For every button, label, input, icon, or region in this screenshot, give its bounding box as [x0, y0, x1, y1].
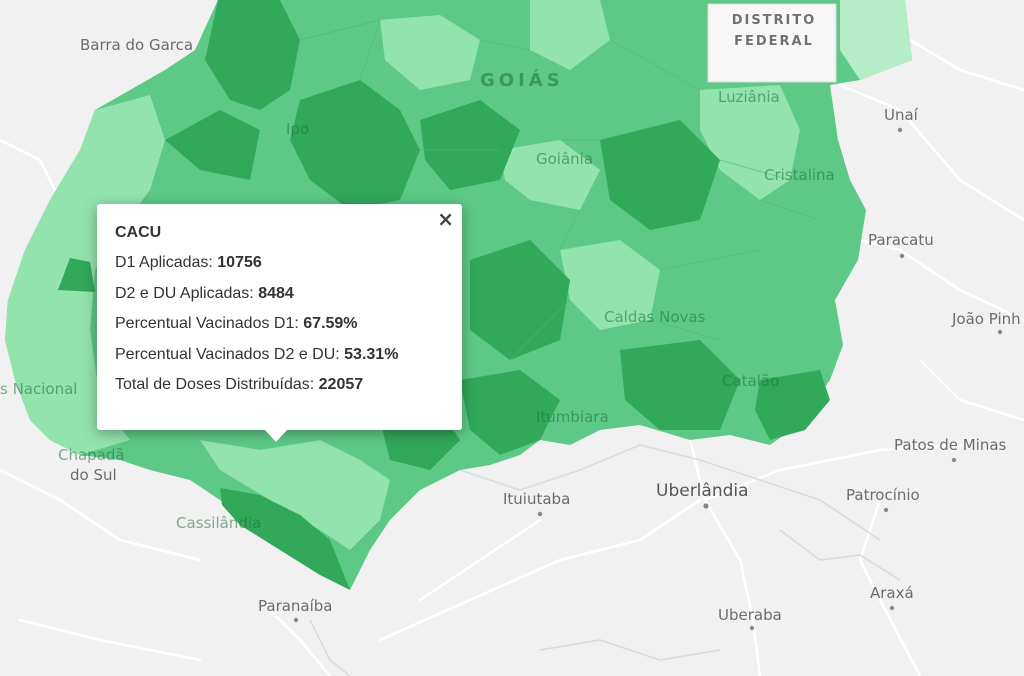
city-label-patos-de-minas: Patos de Minas — [894, 436, 1007, 454]
popup-pct-d1-value: 67.59% — [303, 315, 358, 332]
popup-total-value: 22057 — [318, 376, 364, 393]
city-marker-uberlandia — [703, 503, 709, 509]
region-cacu-highlight — [58, 258, 95, 292]
city-marker-araxa — [889, 605, 895, 611]
region-north-dark — [205, 0, 300, 110]
region-center-light — [500, 140, 600, 210]
municipality-popup: × CACU D1 Aplicadas: 10756 D2 e DU Aplic… — [97, 204, 462, 442]
city-label-catalao: Catalão — [722, 372, 780, 390]
region-center-south-dark — [470, 240, 570, 360]
popup-total-label: Total de Doses Distribuídas: — [115, 376, 319, 393]
city-label-parque-nacional: s Nacional — [0, 380, 78, 398]
city-label-cristalina: Cristalina — [764, 166, 835, 184]
distrito-federal-label-line2: FEDERAL — [734, 34, 814, 49]
region-east-dark — [600, 120, 720, 230]
region-south-light — [200, 440, 390, 550]
popup-title: CACU — [115, 224, 162, 241]
city-label-luziania: Luziânia — [718, 88, 780, 106]
city-label-paranaiba: Paranaíba — [258, 597, 333, 615]
region-north-light — [380, 15, 480, 90]
city-label-ipo: Ipo — [286, 120, 310, 138]
city-marker-patrocinio — [883, 507, 889, 513]
region-central-dark — [290, 80, 420, 210]
city-marker-uberaba — [749, 625, 755, 631]
city-label-araxa: Araxá — [870, 584, 914, 602]
city-label-goiania: Goiânia — [536, 150, 594, 168]
region-cassilandia-dark — [220, 488, 350, 590]
city-marker-paracatu — [899, 253, 905, 259]
distrito-federal-area — [707, 3, 837, 83]
region-goiania-dark — [420, 100, 520, 190]
region-caldas-light — [560, 240, 660, 330]
popup-pct-d2-value: 53.31% — [344, 345, 399, 363]
popup-pct-d1-label: Percentual Vacinados D1: — [115, 315, 304, 332]
region-df-surroundings-light — [840, 0, 912, 80]
region-northwest-dark — [165, 110, 260, 180]
city-label-patrocinio: Patrocínio — [846, 486, 920, 504]
river-network — [309, 444, 901, 676]
popup-row-total: Total de Doses Distribuídas: 22057 — [115, 375, 444, 395]
distrito-federal-label-line1: DISTRITO — [731, 13, 817, 28]
popup-row-d2: D2 e DU Aplicadas: 8484 — [115, 284, 444, 304]
city-label-unai: Unaí — [884, 106, 918, 124]
region-itumbiara-dark — [460, 370, 560, 455]
city-label-paracatu: Paracatu — [868, 231, 934, 249]
city-label-joao-pinheiro: João Pinh — [952, 310, 1021, 328]
region-northeast-light — [530, 0, 610, 70]
city-label-chapadao-do-sul-line2: do Sul — [70, 466, 117, 484]
popup-tip — [263, 428, 289, 442]
popup-d2-label: D2 e DU Aplicadas: — [115, 284, 259, 302]
popup-row-pct-d2: Percentual Vacinados D2 e DU: 53.31% — [115, 345, 444, 365]
region-southeast-dark — [620, 340, 740, 430]
road-network — [0, 38, 1024, 676]
city-marker-unai — [897, 127, 903, 133]
city-marker-ituiutaba — [537, 511, 543, 517]
city-label-itumbiara: Itumbiara — [536, 408, 609, 426]
distrito-federal-label: DISTRITO FEDERAL — [726, 10, 822, 52]
popup-d1-value: 10756 — [217, 254, 262, 271]
popup-d1-label: D1 Aplicadas: — [115, 254, 218, 271]
close-icon[interactable]: × — [437, 207, 454, 231]
city-label-ituiutaba: Ituiutaba — [503, 490, 571, 508]
city-label-chapadao-do-sul-line1: Chapadã — [58, 446, 125, 464]
city-marker-paranaiba — [293, 617, 299, 623]
popup-row-pct-d1: Percentual Vacinados D1: 67.59% — [115, 314, 444, 334]
city-label-barra-do-garcas: Barra do Garca — [80, 36, 194, 54]
region-catalao-dark — [755, 370, 830, 440]
state-label-goias: GOIÁS — [480, 70, 564, 91]
popup-pct-d2-label: Percentual Vacinados D2 e DU: — [115, 345, 345, 363]
popup-row-d1: D1 Aplicadas: 10756 — [115, 253, 444, 273]
region-east-light — [700, 85, 800, 200]
city-label-cassilandia: Cassilândia — [176, 514, 262, 532]
popup-d2-value: 8484 — [258, 284, 294, 302]
city-marker-joao-pinheiro — [997, 329, 1003, 335]
city-label-uberlandia: Uberlândia — [656, 481, 749, 501]
city-marker-patos-de-minas — [951, 457, 957, 463]
municipality-borders — [299, 19, 821, 361]
city-label-caldas-novas: Caldas Novas — [604, 308, 706, 326]
city-label-uberaba: Uberaba — [718, 606, 782, 624]
